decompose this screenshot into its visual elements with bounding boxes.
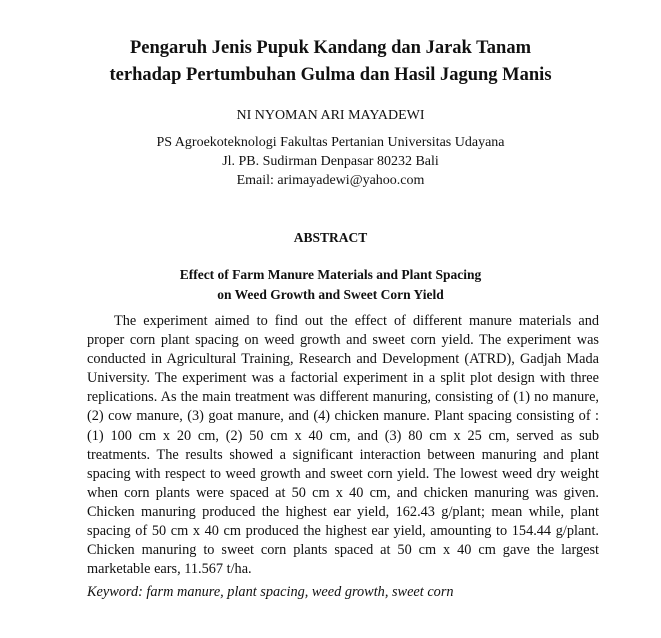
abstract-body: The experiment aimed to find out the eff… <box>87 312 599 579</box>
email: Email: arimayadewi@yahoo.com <box>236 173 425 188</box>
abstract-line: marketable ears, 11.567 t/ha. <box>87 561 252 578</box>
abstract-line: treatments. The results showed a signifi… <box>87 446 599 463</box>
abstract-line: spacing with respect to weed growth and … <box>87 465 599 482</box>
abstract-heading: ABSTRACT <box>293 230 368 245</box>
abstract-line: (2) cow manure, (3) goat manure, and (4)… <box>87 408 599 425</box>
keywords: Keyword: farm manure, plant spacing, wee… <box>87 584 454 600</box>
abstract-line: Chicken manuring produced the highest ea… <box>87 503 599 520</box>
address: Jl. PB. Sudirman Denpasar 80232 Bali <box>222 154 439 169</box>
abstract-line: University. The experiment was a factori… <box>87 370 599 387</box>
paper-title-line-1: Pengaruh Jenis Pupuk Kandang dan Jarak T… <box>130 38 531 58</box>
author-name: NI NYOMAN ARI MAYADEWI <box>236 108 425 123</box>
abstract-line: The experiment aimed to find out the eff… <box>114 313 599 329</box>
abstract-line: proper corn plant spacing on weed growth… <box>87 332 599 349</box>
abstract-line: (1) 100 cm x 20 cm, (2) 50 cm x 40 cm, a… <box>87 427 599 444</box>
abstract-line: replications. As the main treatment was … <box>87 389 599 406</box>
paper-title-line-2: terhadap Pertumbuhan Gulma dan Hasil Jag… <box>109 65 552 85</box>
abstract-line: spacing of 50 cm x 40 cm produced the hi… <box>87 523 599 540</box>
abstract-line: Chicken manuring to sweet corn plants sp… <box>87 542 599 559</box>
abstract-line: conducted in Agricultural Training, Rese… <box>87 351 599 368</box>
english-title-line-1: Effect of Farm Manure Materials and Plan… <box>179 267 482 282</box>
english-title-line-2: on Weed Growth and Sweet Corn Yield <box>217 287 444 302</box>
abstract-line: when corn plants were spaced at 50 cm x … <box>87 484 599 501</box>
affiliation: PS Agroekoteknologi Fakultas Pertanian U… <box>156 135 505 150</box>
